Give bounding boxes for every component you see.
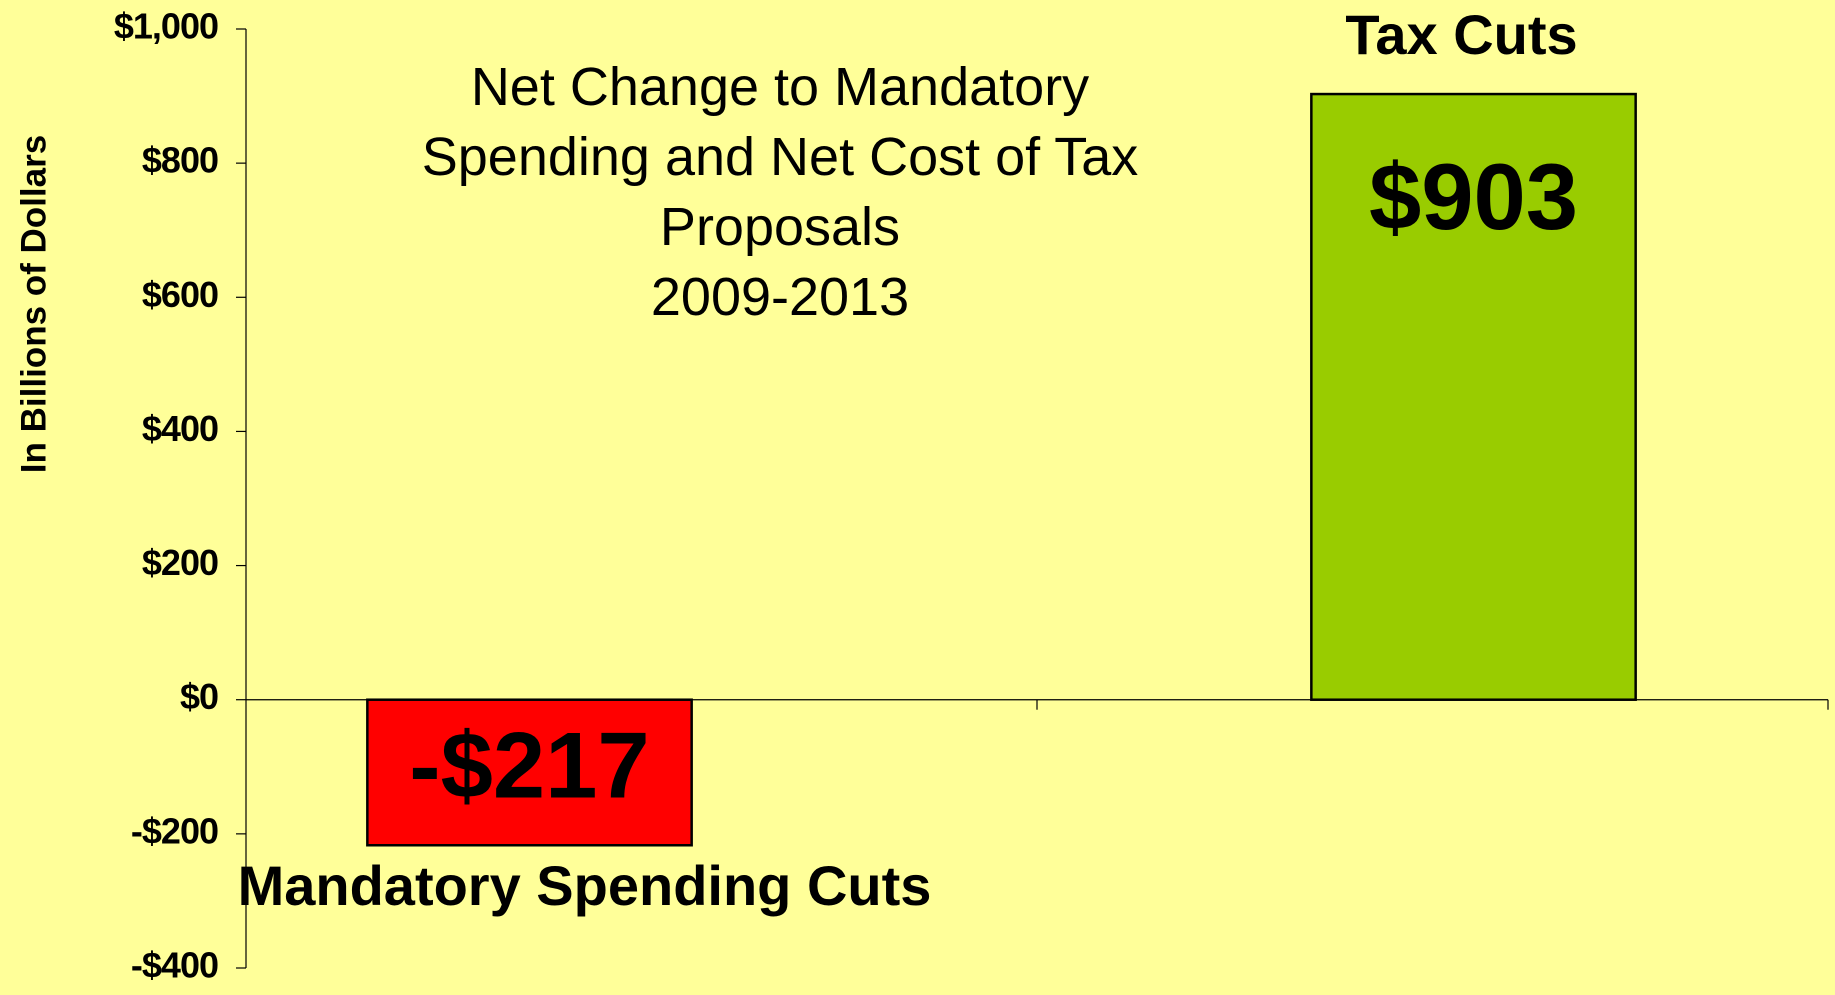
y-tick-label: $400 xyxy=(142,408,218,449)
chart-subtitle: 2009-2013 xyxy=(650,267,910,327)
y-tick-label: -$400 xyxy=(131,945,218,986)
y-tick-label: -$200 xyxy=(131,810,218,851)
bar xyxy=(1310,92,1637,701)
y-tick-label: $0 xyxy=(180,676,218,717)
y-tick-label: $200 xyxy=(142,542,218,583)
y-tick-label: $600 xyxy=(142,274,218,315)
category-label: Mandatory Spending Cuts xyxy=(238,854,932,917)
value-label: -$217 xyxy=(409,712,649,817)
chart-title: Net Change to Mandatory Spending and Net… xyxy=(421,57,1139,257)
y-tick-label: $800 xyxy=(142,140,218,181)
category-label: Tax Cuts xyxy=(1345,3,1577,66)
bar xyxy=(366,698,693,847)
y-tick-label: $1,000 xyxy=(114,6,218,47)
value-label: $903 xyxy=(1369,144,1578,249)
y-axis-label: In Billions of Dollars xyxy=(14,135,53,473)
